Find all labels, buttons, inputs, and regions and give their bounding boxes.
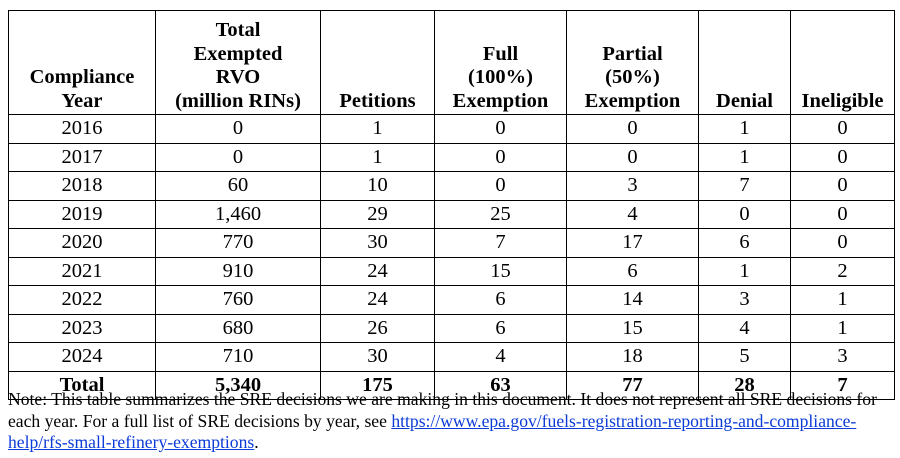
cell-ineligible: 2	[790, 256, 895, 286]
total-ineligible: 7	[790, 370, 895, 400]
header-compliance-year: Compliance Year	[8, 10, 156, 115]
cell-full: 7	[434, 228, 567, 258]
cell-full: 15	[434, 256, 567, 286]
cell-full: 6	[434, 313, 567, 343]
cell-full: 0	[434, 114, 567, 144]
cell-ineligible: 0	[790, 114, 895, 144]
cell-denial: 1	[698, 142, 791, 172]
cell-year: 2021	[8, 256, 156, 286]
cell-partial: 6	[566, 256, 699, 286]
header-denial: Denial	[698, 10, 791, 115]
cell-rvo: 760	[155, 285, 321, 315]
total-rvo: 5,340	[155, 370, 321, 400]
cell-ineligible: 0	[790, 142, 895, 172]
cell-denial: 1	[698, 114, 791, 144]
cell-full: 25	[434, 199, 567, 229]
cell-partial: 0	[566, 142, 699, 172]
cell-rvo: 770	[155, 228, 321, 258]
cell-partial: 18	[566, 342, 699, 372]
header-full-exemption: Full (100%) Exemption	[434, 10, 567, 115]
header-row: Compliance Year Total Exempted RVO (mill…	[8, 10, 895, 115]
note-text: Note: This table summarizes the SRE deci…	[8, 389, 877, 431]
cell-ineligible: 1	[790, 285, 895, 315]
cell-full: 4	[434, 342, 567, 372]
cell-year: 2024	[8, 342, 156, 372]
cell-year: 2020	[8, 228, 156, 258]
cell-denial: 0	[698, 199, 791, 229]
cell-full: 0	[434, 142, 567, 172]
table-row: 2021 910 24 15 6 1 2	[8, 256, 895, 286]
cell-year: 2017	[8, 142, 156, 172]
sre-decisions-table: Compliance Year Total Exempted RVO (mill…	[8, 10, 895, 400]
cell-denial: 4	[698, 313, 791, 343]
cell-petitions: 24	[320, 256, 435, 286]
cell-ineligible: 3	[790, 342, 895, 372]
cell-year: 2016	[8, 114, 156, 144]
table-row: 2022 760 24 6 14 3 1	[8, 285, 895, 315]
cell-petitions: 10	[320, 171, 435, 201]
cell-denial: 7	[698, 171, 791, 201]
sre-table-container: Compliance Year Total Exempted RVO (mill…	[8, 10, 895, 400]
cell-rvo: 60	[155, 171, 321, 201]
cell-petitions: 24	[320, 285, 435, 315]
total-row: Total 5,340 175 63 77 28 7	[8, 370, 895, 400]
total-full: 63	[434, 370, 567, 400]
cell-partial: 4	[566, 199, 699, 229]
cell-rvo: 0	[155, 142, 321, 172]
table-row: 2019 1,460 29 25 4 0 0	[8, 199, 895, 229]
table-row: 2016 0 1 0 0 1 0	[8, 114, 895, 144]
table-row: 2024 710 30 4 18 5 3	[8, 342, 895, 372]
cell-petitions: 26	[320, 313, 435, 343]
cell-year: 2022	[8, 285, 156, 315]
table-row: 2017 0 1 0 0 1 0	[8, 142, 895, 172]
cell-denial: 5	[698, 342, 791, 372]
header-petitions: Petitions	[320, 10, 435, 115]
header-partial-exemption: Partial (50%) Exemption	[566, 10, 699, 115]
cell-rvo: 1,460	[155, 199, 321, 229]
cell-year: 2018	[8, 171, 156, 201]
cell-partial: 17	[566, 228, 699, 258]
header-total-exempted-rvo: Total Exempted RVO (million RINs)	[155, 10, 321, 115]
cell-rvo: 0	[155, 114, 321, 144]
header-ineligible: Ineligible	[790, 10, 895, 115]
cell-year: 2023	[8, 313, 156, 343]
cell-petitions: 1	[320, 142, 435, 172]
table-row: 2018 60 10 0 3 7 0	[8, 171, 895, 201]
cell-ineligible: 0	[790, 171, 895, 201]
cell-ineligible: 0	[790, 199, 895, 229]
cell-partial: 14	[566, 285, 699, 315]
cell-petitions: 29	[320, 199, 435, 229]
cell-rvo: 680	[155, 313, 321, 343]
sre-decisions-link[interactable]: https://www.epa.gov/fuels-registration-r…	[8, 410, 857, 453]
cell-ineligible: 0	[790, 228, 895, 258]
table-row: 2023 680 26 6 15 4 1	[8, 313, 895, 343]
table-row: 2020 770 30 7 17 6 0	[8, 228, 895, 258]
cell-year: 2019	[8, 199, 156, 229]
cell-denial: 6	[698, 228, 791, 258]
cell-denial: 1	[698, 256, 791, 286]
cell-rvo: 910	[155, 256, 321, 286]
cell-rvo: 710	[155, 342, 321, 372]
cell-denial: 3	[698, 285, 791, 315]
table-note: Note: This table summarizes the SRE deci…	[8, 389, 894, 454]
cell-partial: 0	[566, 114, 699, 144]
note-end: .	[254, 432, 259, 452]
total-label: Total	[8, 370, 156, 400]
cell-full: 6	[434, 285, 567, 315]
cell-petitions: 30	[320, 228, 435, 258]
cell-full: 0	[434, 171, 567, 201]
cell-petitions: 30	[320, 342, 435, 372]
cell-ineligible: 1	[790, 313, 895, 343]
cell-partial: 15	[566, 313, 699, 343]
cell-petitions: 1	[320, 114, 435, 144]
cell-partial: 3	[566, 171, 699, 201]
